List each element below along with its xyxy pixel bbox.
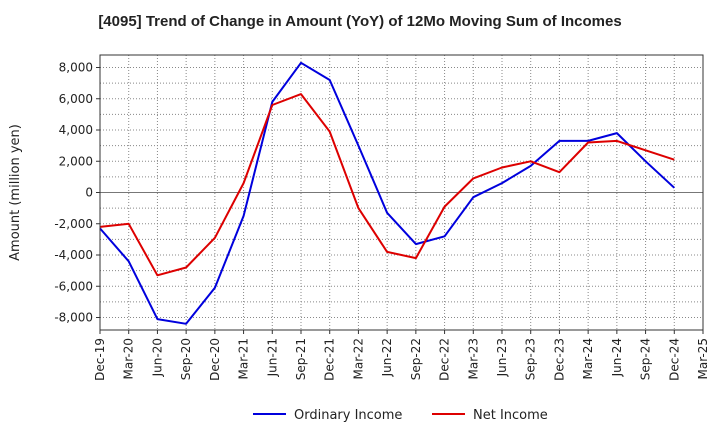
y-tick-label: 2,000 [59,154,93,168]
y-tick-label: 4,000 [59,123,93,137]
series-line-ordinary-income [99,61,675,325]
x-tick-label: Dec-20 [208,338,222,381]
legend-layer: Ordinary Income Net Income [253,408,548,423]
y-tick-label: 0 [85,186,93,200]
legend-label: Net Income [473,408,548,423]
y-tick-label: 8,000 [59,61,93,75]
x-tick-label: Jun-20 [150,338,164,377]
x-tick-label: Sep-22 [409,338,423,380]
grid-layer [99,55,704,330]
y-axis-label: Amount (million yen) [8,124,23,261]
x-tick-label: Mar-24 [581,338,595,379]
axis-layer: -8,000 -6,000 -4,000 -2,000 0 2,000 4,000 6,000… [8,54,710,381]
x-tick-label: Jun-21 [265,338,279,377]
x-tick-label: Jun-23 [495,338,509,377]
x-tick-label: Sep-23 [524,338,538,380]
x-tick-label: Dec-24 [667,338,681,381]
x-tick-label: Mar-20 [122,338,136,379]
x-tick-label: Jun-24 [610,338,624,377]
chart-title: [4095] Trend of Change in Amount (YoY) o… [98,13,622,30]
y-tick-label: -6,000 [54,279,93,293]
series-layer [99,61,675,325]
y-tick-label: -2,000 [54,217,93,231]
y-tick-label: -8,000 [54,311,93,325]
x-tick-label: Sep-24 [639,338,653,380]
x-tick-label: Sep-21 [294,338,308,380]
legend-label: Ordinary Income [294,408,402,423]
x-tick-label: Dec-21 [323,338,337,381]
x-tick-label: Dec-19 [93,338,107,381]
x-tick-label: Dec-23 [552,338,566,381]
x-tick-label: Jun-22 [380,338,394,377]
x-tick-label: Mar-22 [351,338,365,379]
x-tick-label: Sep-20 [179,338,193,380]
y-tick-label: 6,000 [59,92,93,106]
y-tick-label: -4,000 [54,248,93,262]
x-tick-label: Mar-25 [696,338,710,379]
x-tick-label: Mar-21 [237,338,251,379]
series-line-net-income [99,93,675,277]
x-tick-label: Dec-22 [438,338,452,381]
x-tick-label: Mar-23 [466,338,480,379]
